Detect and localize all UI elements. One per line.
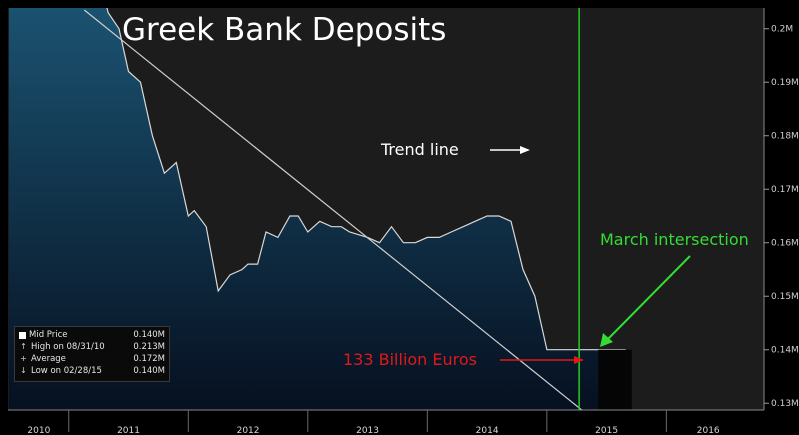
- y-tick-label: 0.2M: [771, 25, 793, 35]
- x-tick-label: 2012: [237, 426, 260, 435]
- x-tick-label: 2013: [356, 426, 379, 435]
- legend-row: ↑ High on 08/31/10 0.213M: [19, 341, 165, 353]
- x-tick-label: 2011: [117, 426, 140, 435]
- y-tick-label: 0.19M: [771, 78, 799, 88]
- x-tick-label: 2015: [595, 426, 618, 435]
- trend-arrow-head: [520, 146, 530, 154]
- deposits-label: 133 Billion Euros: [343, 350, 477, 369]
- legend: Mid Price 0.140M ↑ High on 08/31/10 0.213M + A…: [14, 326, 170, 382]
- intersection-label: March intersection: [600, 230, 749, 249]
- intersection-arrow: [607, 255, 691, 340]
- deposits-area: [9, 8, 626, 410]
- intersection-arrow-head: [600, 333, 613, 347]
- legend-symbol: ↓: [20, 366, 27, 375]
- y-tick-label: 0.14M: [771, 346, 799, 356]
- y-tick-label: 0.18M: [771, 132, 799, 142]
- legend-value: 0.140M: [133, 366, 165, 376]
- legend-row: ↓ Low on 02/28/15 0.140M: [19, 365, 165, 377]
- x-tick-label: 2016: [697, 426, 720, 435]
- legend-value: 0.172M: [133, 354, 165, 364]
- y-tick-label: 0.13M: [771, 399, 799, 409]
- legend-label: Low on 02/28/15: [31, 366, 102, 376]
- legend-symbol: +: [20, 354, 27, 363]
- trend-line-label: Trend line: [380, 140, 459, 159]
- legend-label: Average: [31, 354, 66, 364]
- legend-label: High on 08/31/10: [31, 342, 105, 352]
- x-axis-band: [0, 410, 799, 435]
- legend-symbol: ↑: [20, 342, 27, 351]
- deposits-line: [106, 8, 626, 351]
- x-tick-label: 2014: [476, 426, 499, 435]
- legend-row: + Average 0.172M: [19, 353, 165, 365]
- legend-swatch: [19, 331, 26, 339]
- chart-title: Greek Bank Deposits: [122, 12, 446, 48]
- deposits-arrow-head: [574, 356, 584, 364]
- y-tick-label: 0.17M: [771, 185, 799, 195]
- y-tick-label: 0.16M: [771, 239, 799, 249]
- x-tick-label: 2010: [27, 426, 50, 435]
- legend-value: 0.140M: [133, 330, 165, 340]
- legend-label: Mid Price: [29, 330, 68, 340]
- legend-row: Mid Price 0.140M: [19, 329, 165, 341]
- legend-value: 0.213M: [133, 342, 165, 352]
- y-tick-label: 0.15M: [771, 292, 799, 302]
- forecast-shade: [598, 349, 632, 410]
